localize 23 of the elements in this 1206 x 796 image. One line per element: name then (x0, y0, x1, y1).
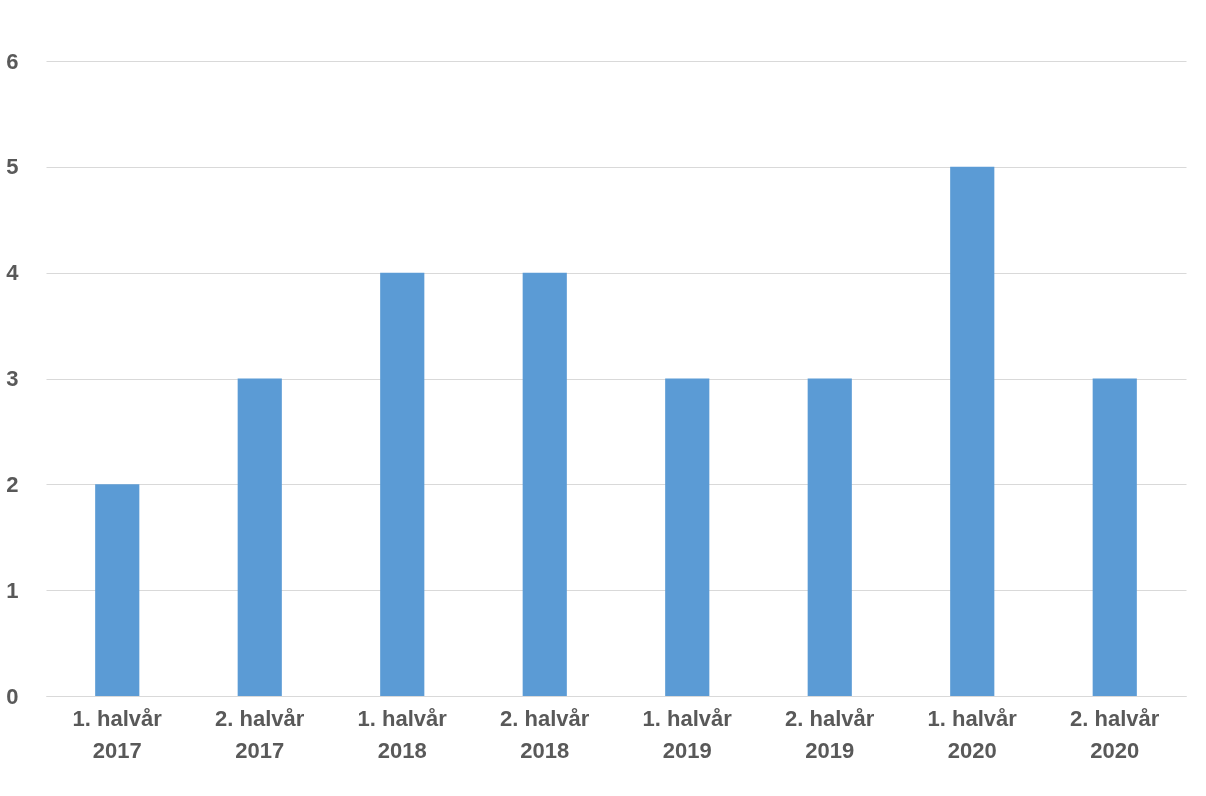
y-tick-label: 1 (6, 577, 19, 603)
bar (1092, 378, 1137, 696)
x-tick-label: 1. halvår 2017 (72, 705, 163, 763)
y-tick-label: 6 (6, 48, 19, 74)
bar (522, 272, 567, 696)
x-tick-label: 1. halvår 2019 (642, 705, 733, 763)
x-tick-label: 2. halvår 2019 (785, 705, 875, 763)
x-tick-label: 1. halvår 2018 (357, 705, 448, 763)
x-tick-label: 1. halvår 2020 (927, 705, 1018, 763)
bar (237, 378, 282, 696)
bar (380, 272, 425, 696)
bar (665, 378, 710, 696)
x-tick-label: 2. halvår 2018 (500, 705, 590, 763)
bar (950, 166, 995, 696)
y-tick-label: 3 (6, 366, 19, 391)
x-tick-label: 2. halvår 2020 (1070, 705, 1160, 763)
y-tick-label: 5 (6, 154, 19, 180)
bar (95, 484, 140, 696)
y-tick-label: 4 (6, 260, 20, 286)
y-tick-label: 0 (6, 683, 19, 709)
x-tick-label: 2. halvår 2017 (215, 705, 305, 763)
y-tick-label: 2 (6, 471, 19, 497)
bar (807, 378, 852, 696)
